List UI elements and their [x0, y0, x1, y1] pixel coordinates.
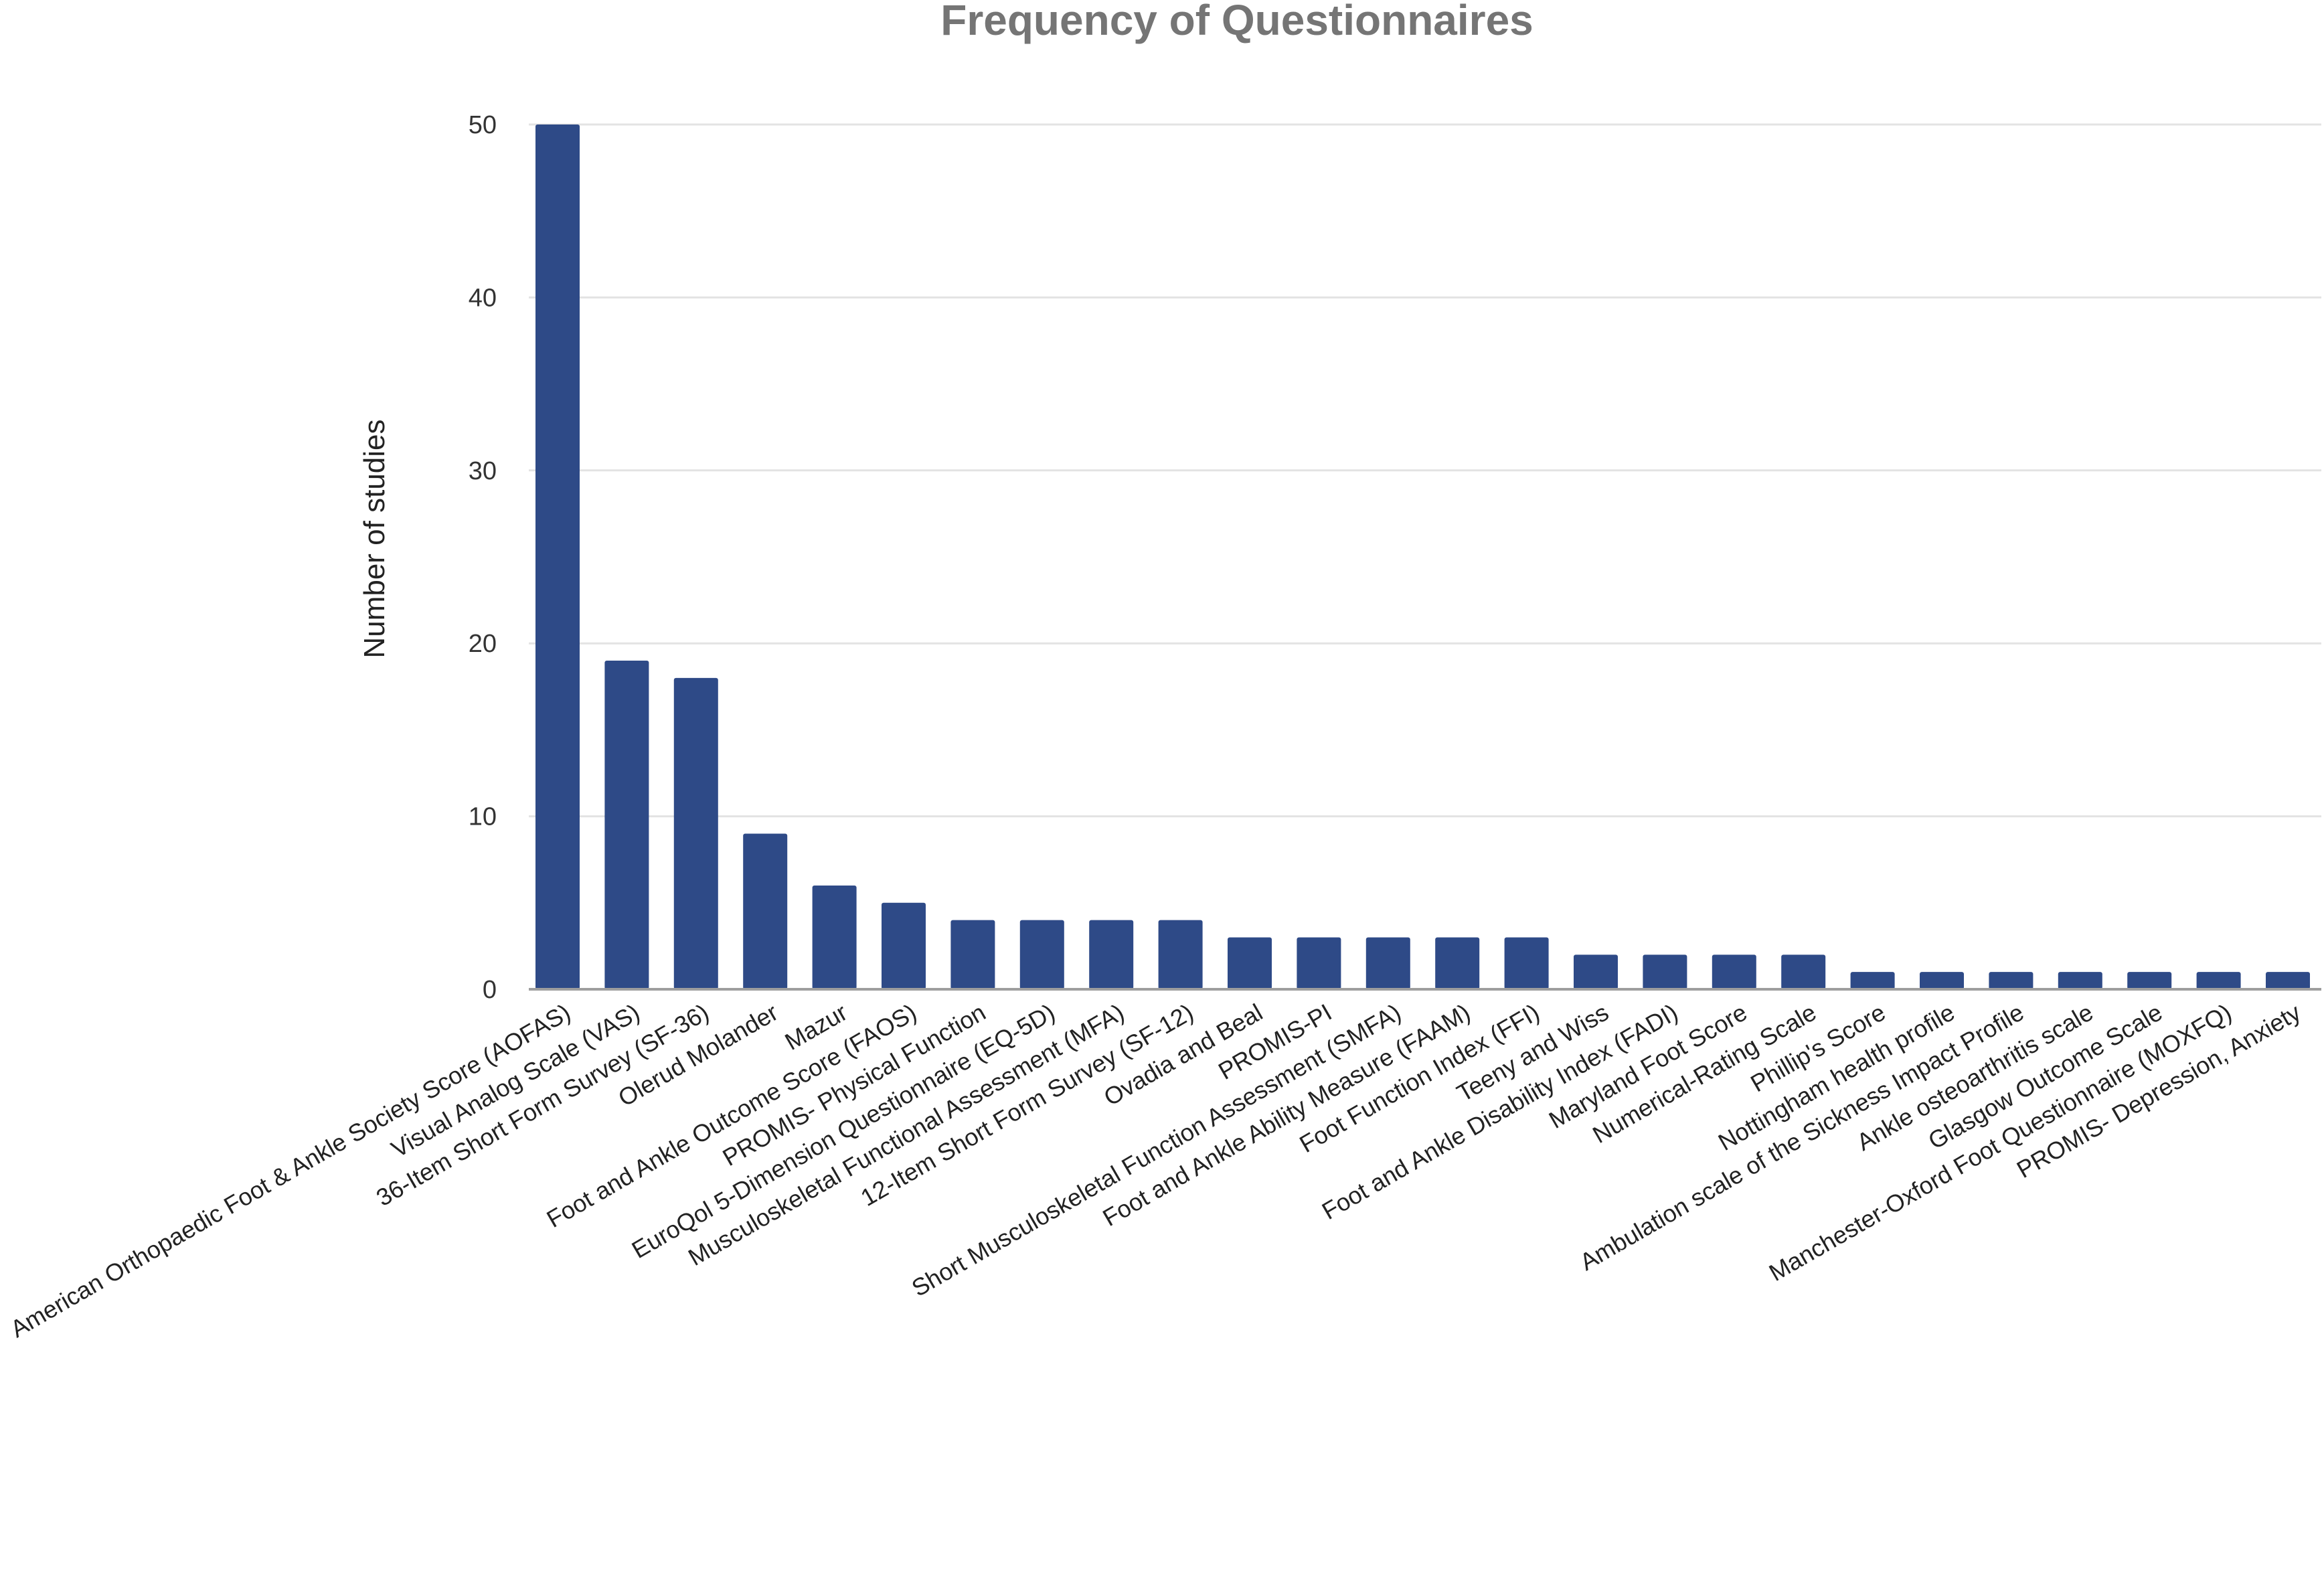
- y-tick-label: 50: [469, 111, 497, 139]
- bar: [2266, 972, 2310, 989]
- bar: [1643, 954, 1687, 989]
- bar: [604, 661, 649, 989]
- bar: [535, 124, 580, 989]
- bar: [950, 920, 995, 989]
- bar: [1297, 937, 1341, 989]
- bar: [1228, 937, 1272, 989]
- bar: [1712, 954, 1756, 989]
- bar: [673, 677, 718, 989]
- x-tick-label: American Orthopaedic Foot & Ankle Societ…: [5, 998, 575, 1343]
- bar: [1781, 954, 1826, 989]
- bar: [1089, 920, 1134, 989]
- bar: [2196, 972, 2241, 989]
- bar: [882, 902, 926, 989]
- y-tick-label: 10: [469, 803, 497, 831]
- bar: [743, 833, 788, 989]
- bar: [1504, 937, 1549, 989]
- bar: [2058, 972, 2102, 989]
- bar: [1920, 972, 1964, 989]
- bar: [2127, 972, 2172, 989]
- y-axis-title: Number of studies: [358, 419, 391, 658]
- gridlines: [529, 123, 2321, 818]
- bar: [1574, 954, 1618, 989]
- bar: [1019, 920, 1064, 989]
- bars: [535, 124, 2310, 989]
- chart-title: Frequency of Questionnaires: [940, 0, 1533, 44]
- bar: [1850, 972, 1895, 989]
- bar: [1435, 937, 1480, 989]
- y-tick-label: 20: [469, 630, 497, 658]
- x-axis-ticks: American Orthopaedic Foot & Ankle Societ…: [5, 998, 2305, 1343]
- bar: [1365, 937, 1410, 989]
- y-tick-label: 40: [469, 284, 497, 312]
- bar: [1158, 920, 1203, 989]
- bar: [1989, 972, 2033, 989]
- y-tick-label: 0: [483, 976, 497, 1004]
- bar: [812, 885, 857, 989]
- y-tick-label: 30: [469, 457, 497, 485]
- y-axis-ticks: 0 10 20 30 40 50: [469, 111, 497, 1004]
